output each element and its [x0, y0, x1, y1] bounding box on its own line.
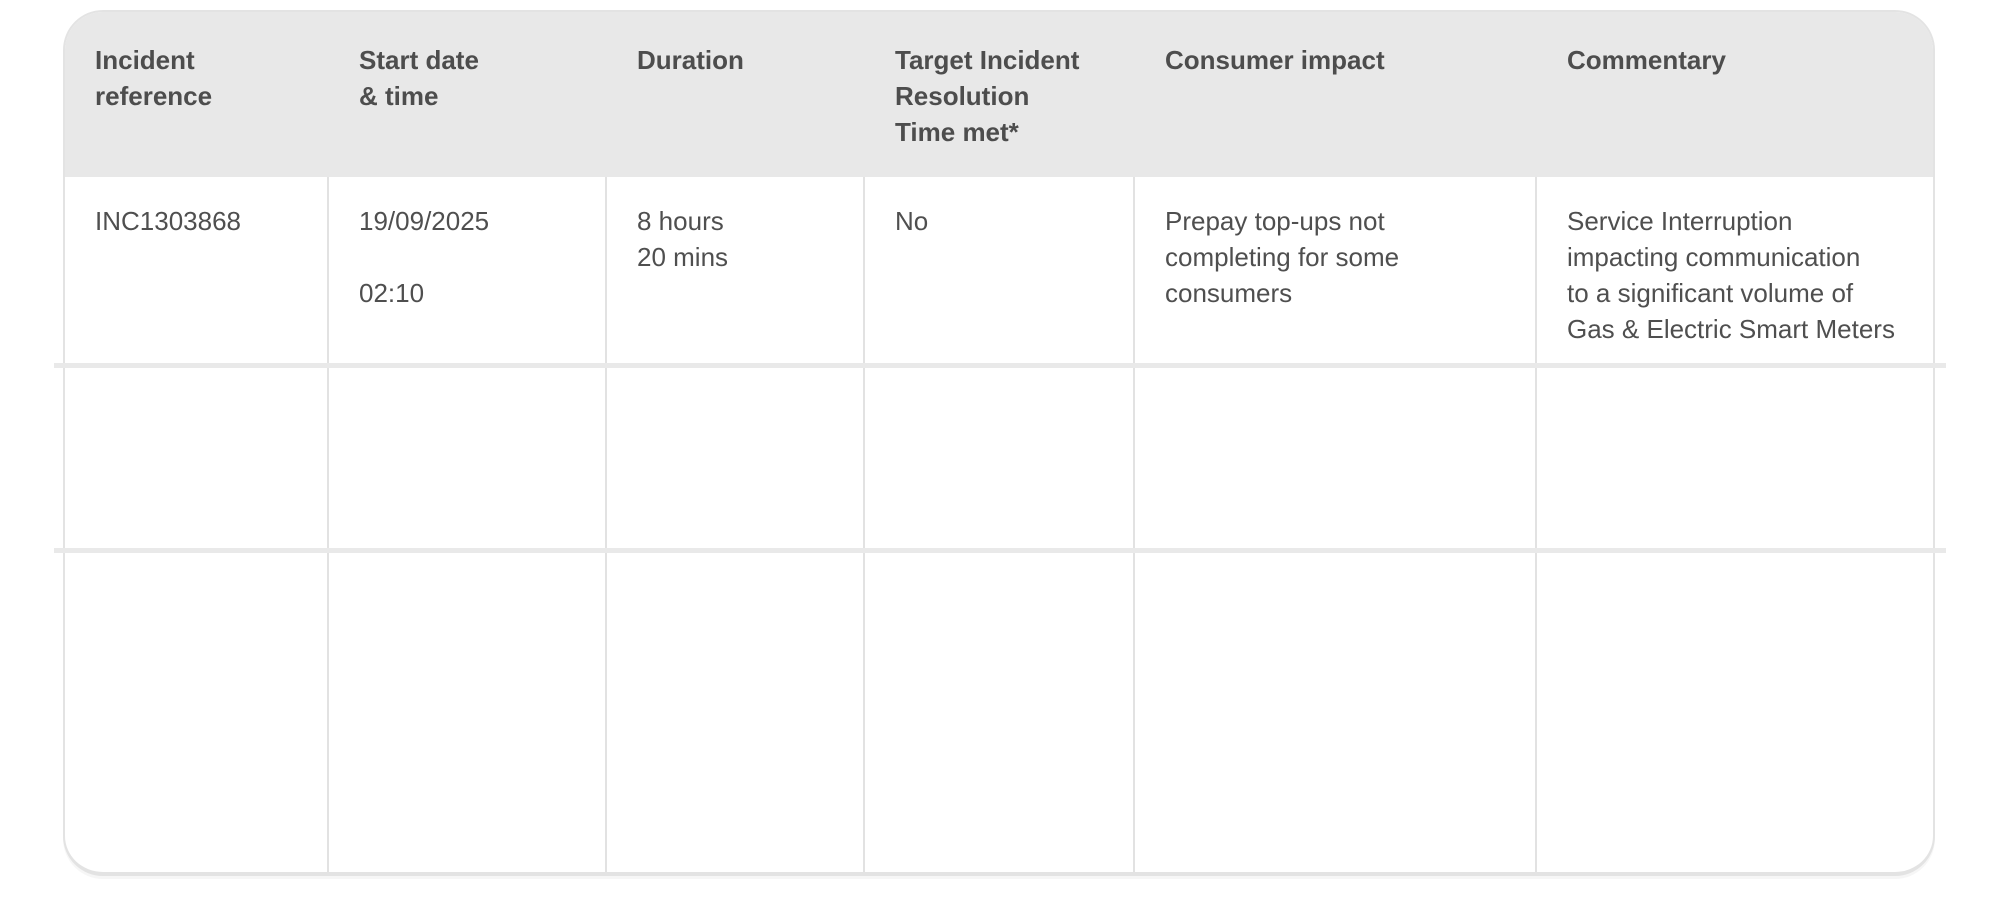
cell-empty: [1135, 550, 1537, 872]
cell-incident-reference: INC1303868: [65, 177, 329, 365]
cell-empty: [607, 550, 865, 872]
header-cell-consumer-impact: Consumer impact: [1135, 12, 1537, 177]
cell-empty: [1135, 365, 1537, 550]
cell-consumer-impact: Prepay top-ups not completing for some c…: [1135, 177, 1537, 365]
cell-empty: [1537, 365, 1933, 550]
cell-start-date-time: 19/09/2025 02:10: [329, 177, 607, 365]
cell-empty: [65, 550, 329, 872]
cell-empty: [329, 365, 607, 550]
cell-empty: [865, 365, 1135, 550]
cell-target-resolution-met: No: [865, 177, 1135, 365]
header-cell-start-date-time: Start date & time: [329, 12, 607, 177]
cell-empty: [865, 550, 1135, 872]
header-cell-incident-reference: Incident reference: [65, 12, 329, 177]
cell-empty: [329, 550, 607, 872]
header-cell-target-resolution-met: Target Incident Resolution Time met*: [865, 12, 1135, 177]
cell-empty: [607, 365, 865, 550]
incident-table-card: Incident reference Start date & time Dur…: [63, 10, 1935, 876]
row-separator: [54, 363, 1946, 368]
header-cell-commentary: Commentary: [1537, 12, 1933, 177]
cell-empty: [65, 365, 329, 550]
cell-commentary: Service Interruption impacting communica…: [1567, 206, 1895, 344]
row-separator: [54, 548, 1946, 553]
cell-empty: [1537, 550, 1933, 872]
header-cell-duration: Duration: [607, 12, 865, 177]
cell-duration: 8 hours 20 mins: [607, 177, 865, 365]
